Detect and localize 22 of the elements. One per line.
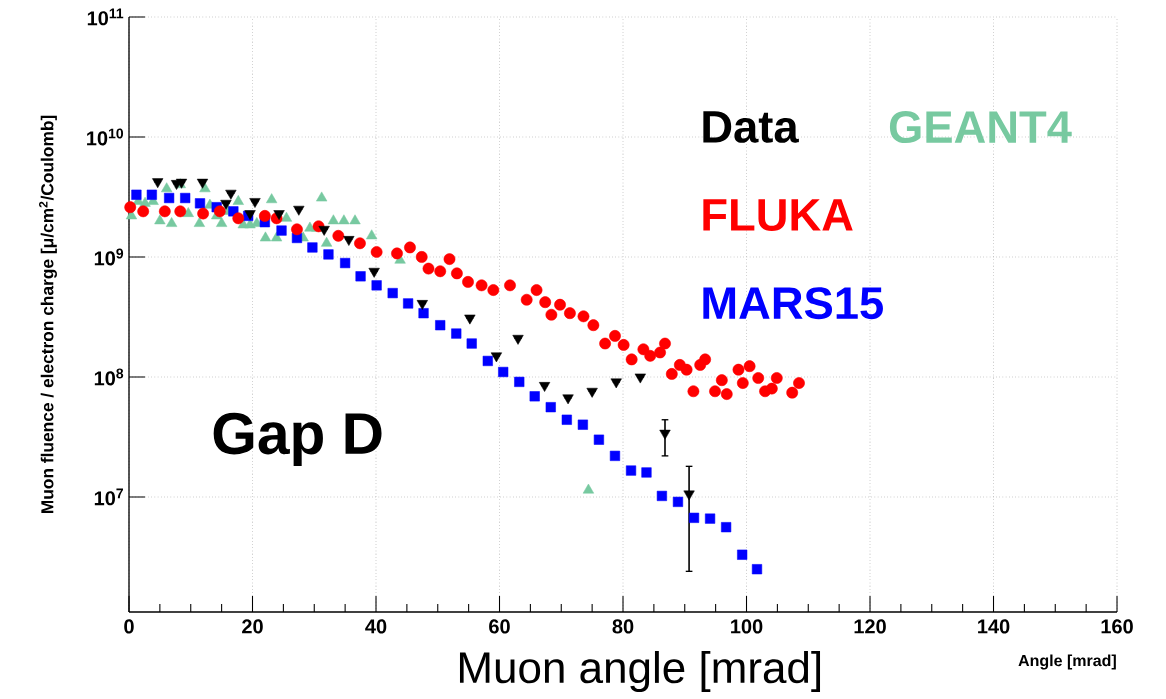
y-tick-label: 10$^{7}$ <box>94 488 124 506</box>
text: MARS15 <box>703 287 883 320</box>
text: Data <box>703 111 799 143</box>
x-tick-label: 20 <box>242 619 263 634</box>
y-tick-label: 10$^{11}$ <box>87 8 124 26</box>
x-tick-label: 140 <box>978 619 1010 634</box>
x-tick-label: 40 <box>365 619 387 634</box>
y-tick-label: 10$^{8}$ <box>94 368 124 386</box>
y-tick-label: 10$^{10}$ <box>87 128 124 146</box>
annotation: Gap D <box>213 412 382 467</box>
text: FLUKA <box>703 199 853 231</box>
x-tick-label: 160 <box>1101 619 1133 634</box>
x-tick-label: 120 <box>854 619 886 634</box>
x-tick-label: 60 <box>489 619 510 634</box>
text: Angle [mrad] <box>1018 654 1116 670</box>
y-axis-title: Muon fluence / electron charge [μ/cm$^{2}$/Coulomb] <box>39 115 57 514</box>
x-tick-label: 0 <box>124 619 134 634</box>
text: GEANT4 <box>889 111 1072 144</box>
x-tick-label: 80 <box>612 619 634 634</box>
x-axis-title: Muon angle [mrad] <box>459 650 821 693</box>
y-tick-label: 10$^{9}$ <box>94 248 124 266</box>
x-tick-label: 100 <box>731 619 763 634</box>
